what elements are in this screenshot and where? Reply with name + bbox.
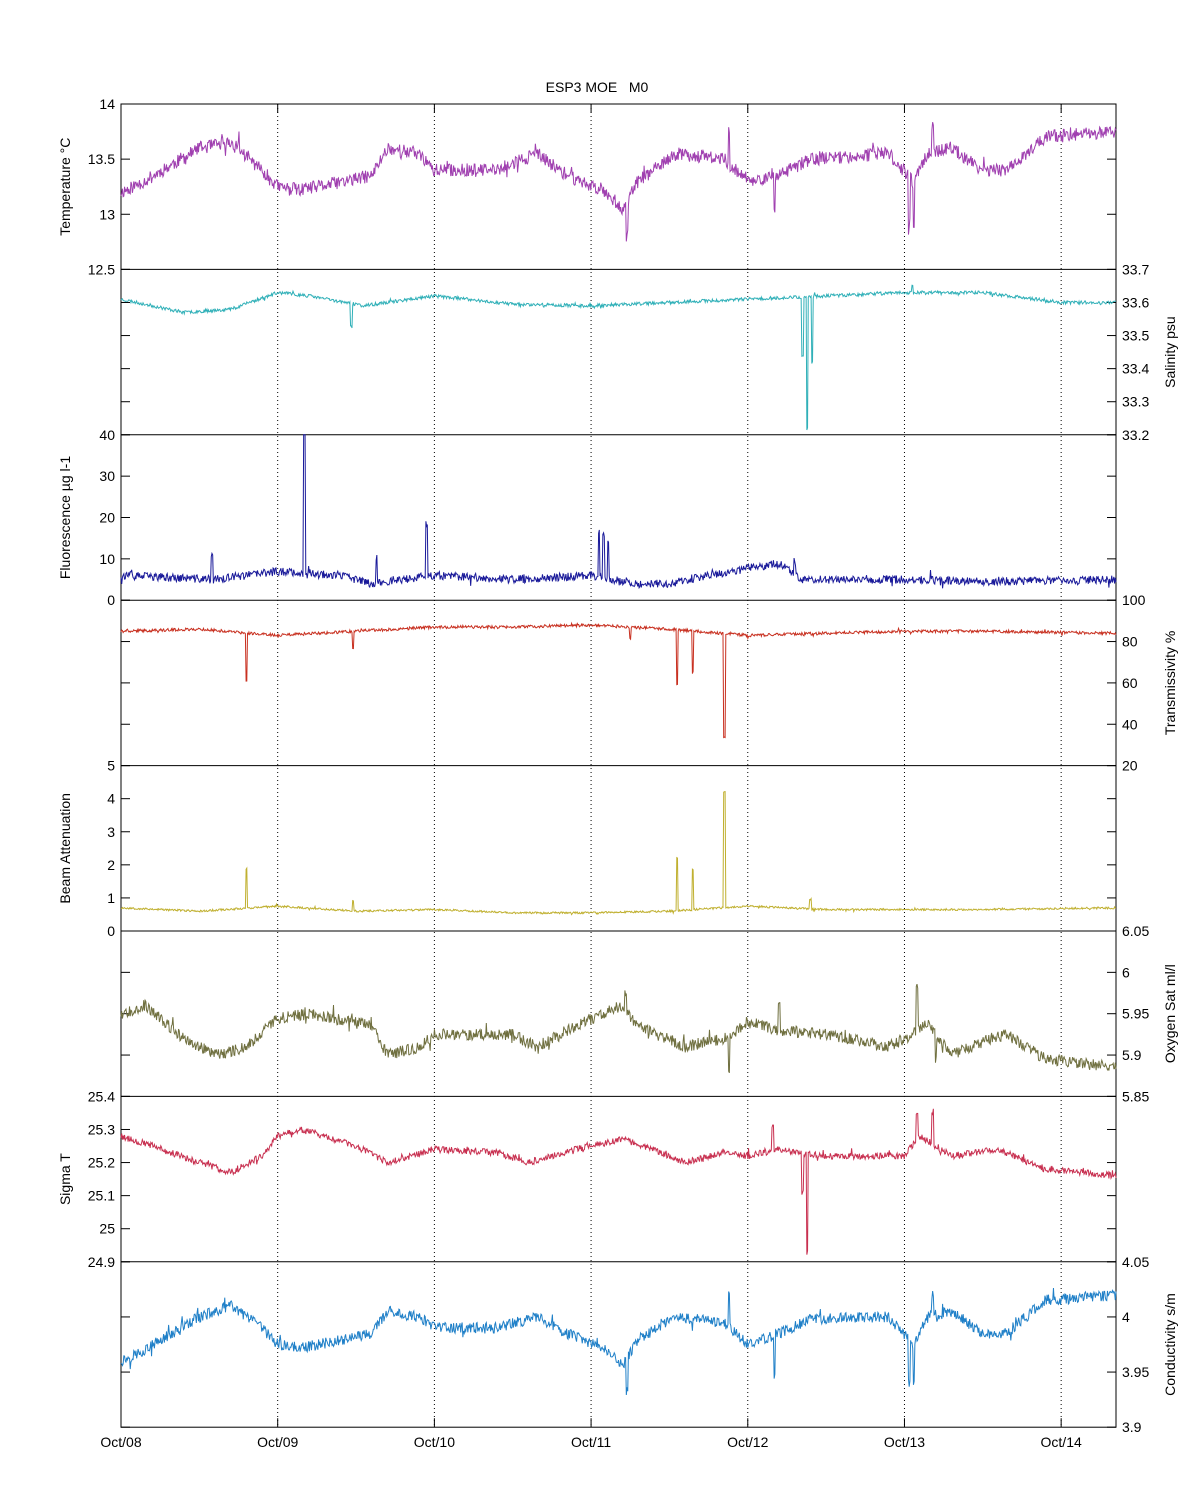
y-axis-label-beam_attenuation: Beam Attenuation	[57, 793, 73, 904]
x-tick-label: Oct/13	[884, 1434, 925, 1450]
panel-transmissivity: 20 40 60 80 100 Transmissivity %	[120, 592, 1178, 774]
y-tick-label-sigma_t: 24.9	[88, 1254, 115, 1270]
y-tick-label-beam_attenuation: 0	[107, 923, 115, 939]
y-tick-label-conductivity: 3.9	[1122, 1419, 1142, 1435]
panel-temperature: 12.5 13 13.5 14 Temperature °C	[57, 96, 1117, 277]
panel-sigma_t: 24.9 25 25.1 25.2 25.3 25.4 Sigma T	[57, 1088, 1117, 1270]
series-line-transmissivity	[120, 621, 1117, 739]
y-tick-label-sigma_t: 25.1	[88, 1188, 115, 1204]
y-tick-label-sigma_t: 25.2	[88, 1155, 115, 1171]
y-tick-label-beam_attenuation: 4	[107, 791, 115, 807]
y-axis-label-sigma_t: Sigma T	[57, 1153, 73, 1205]
y-tick-label-conductivity: 3.95	[1122, 1364, 1149, 1380]
x-tick-label: Oct/12	[727, 1434, 768, 1450]
y-tick-label-sigma_t: 25.3	[88, 1121, 115, 1137]
y-axis-label-temperature: Temperature °C	[57, 138, 73, 236]
panel-fluorescence: 0 10 20 30 40 Fluorescence µg l-1	[57, 427, 1117, 608]
x-tick-label: Oct/08	[100, 1434, 141, 1450]
y-tick-label-sigma_t: 25.4	[88, 1088, 115, 1104]
y-axis-label-fluorescence: Fluorescence µg l-1	[57, 456, 73, 579]
y-axis-label-conductivity: Conductivity s/m	[1162, 1293, 1178, 1396]
y-tick-label-salinity: 33.2	[1122, 427, 1149, 443]
y-axis-label-salinity: Salinity psu	[1162, 316, 1178, 388]
y-tick-label-fluorescence: 40	[99, 427, 115, 443]
y-tick-label-transmissivity: 60	[1122, 675, 1138, 691]
y-axis-label-transmissivity: Transmissivity %	[1162, 631, 1178, 736]
panel-beam_attenuation: 0 1 2 3 4 5 Beam Attenuation	[57, 758, 1117, 939]
y-tick-label-fluorescence: 20	[99, 510, 115, 526]
y-tick-label-conductivity: 4	[1122, 1309, 1130, 1325]
y-tick-label-salinity: 33.7	[1122, 261, 1149, 277]
y-tick-label-sigma_t: 25	[99, 1221, 115, 1237]
x-tick-label: Oct/11	[571, 1434, 611, 1450]
y-tick-label-transmissivity: 80	[1122, 634, 1138, 650]
y-tick-label-conductivity: 4.05	[1122, 1254, 1149, 1270]
series-line-salinity	[120, 284, 1117, 431]
y-tick-label-beam_attenuation: 5	[107, 758, 115, 774]
chart-title: ESP3 MOE M0	[546, 79, 649, 95]
y-tick-label-transmissivity: 20	[1122, 758, 1138, 774]
series-line-oxygen_sat	[120, 983, 1117, 1074]
y-tick-label-temperature: 14	[99, 96, 115, 112]
panel-conductivity: 3.9 3.95 4 4.05 Conductivity s/m	[120, 1254, 1178, 1435]
y-tick-label-temperature: 13	[99, 206, 115, 222]
x-tick-label: Oct/10	[414, 1434, 455, 1450]
y-tick-label-salinity: 33.5	[1122, 328, 1149, 344]
series-line-fluorescence	[120, 434, 1117, 590]
y-tick-label-beam_attenuation: 2	[107, 857, 115, 873]
y-tick-label-salinity: 33.6	[1122, 294, 1149, 310]
y-tick-label-oxygen_sat: 5.95	[1122, 1006, 1149, 1022]
y-tick-label-fluorescence: 10	[99, 551, 115, 567]
x-tick-label: Oct/14	[1041, 1434, 1082, 1450]
y-tick-label-salinity: 33.3	[1122, 394, 1149, 410]
y-tick-label-temperature: 12.5	[88, 261, 115, 277]
y-tick-label-fluorescence: 30	[99, 468, 115, 484]
series-line-beam_attenuation	[120, 790, 1117, 916]
series-line-conductivity	[120, 1288, 1117, 1396]
y-tick-label-oxygen_sat: 5.9	[1122, 1047, 1142, 1063]
y-tick-label-temperature: 13.5	[88, 151, 115, 167]
y-tick-label-beam_attenuation: 1	[107, 890, 115, 906]
y-axis-label-oxygen_sat: Oxygen Sat ml/l	[1162, 964, 1178, 1063]
y-tick-label-oxygen_sat: 6	[1122, 964, 1130, 980]
y-tick-label-oxygen_sat: 5.85	[1122, 1088, 1149, 1104]
y-tick-label-salinity: 33.4	[1122, 361, 1149, 377]
y-tick-label-transmissivity: 100	[1122, 592, 1146, 608]
x-tick-label: Oct/09	[257, 1434, 298, 1450]
series-line-sigma_t	[120, 1108, 1117, 1255]
y-tick-label-beam_attenuation: 3	[107, 824, 115, 840]
y-tick-label-fluorescence: 0	[107, 592, 115, 608]
series-line-temperature	[120, 122, 1117, 242]
y-tick-label-oxygen_sat: 6.05	[1122, 923, 1149, 939]
panel-oxygen_sat: 5.85 5.9 5.95 6 6.05 Oxygen Sat ml/l	[120, 923, 1178, 1104]
y-tick-label-transmissivity: 40	[1122, 716, 1138, 732]
